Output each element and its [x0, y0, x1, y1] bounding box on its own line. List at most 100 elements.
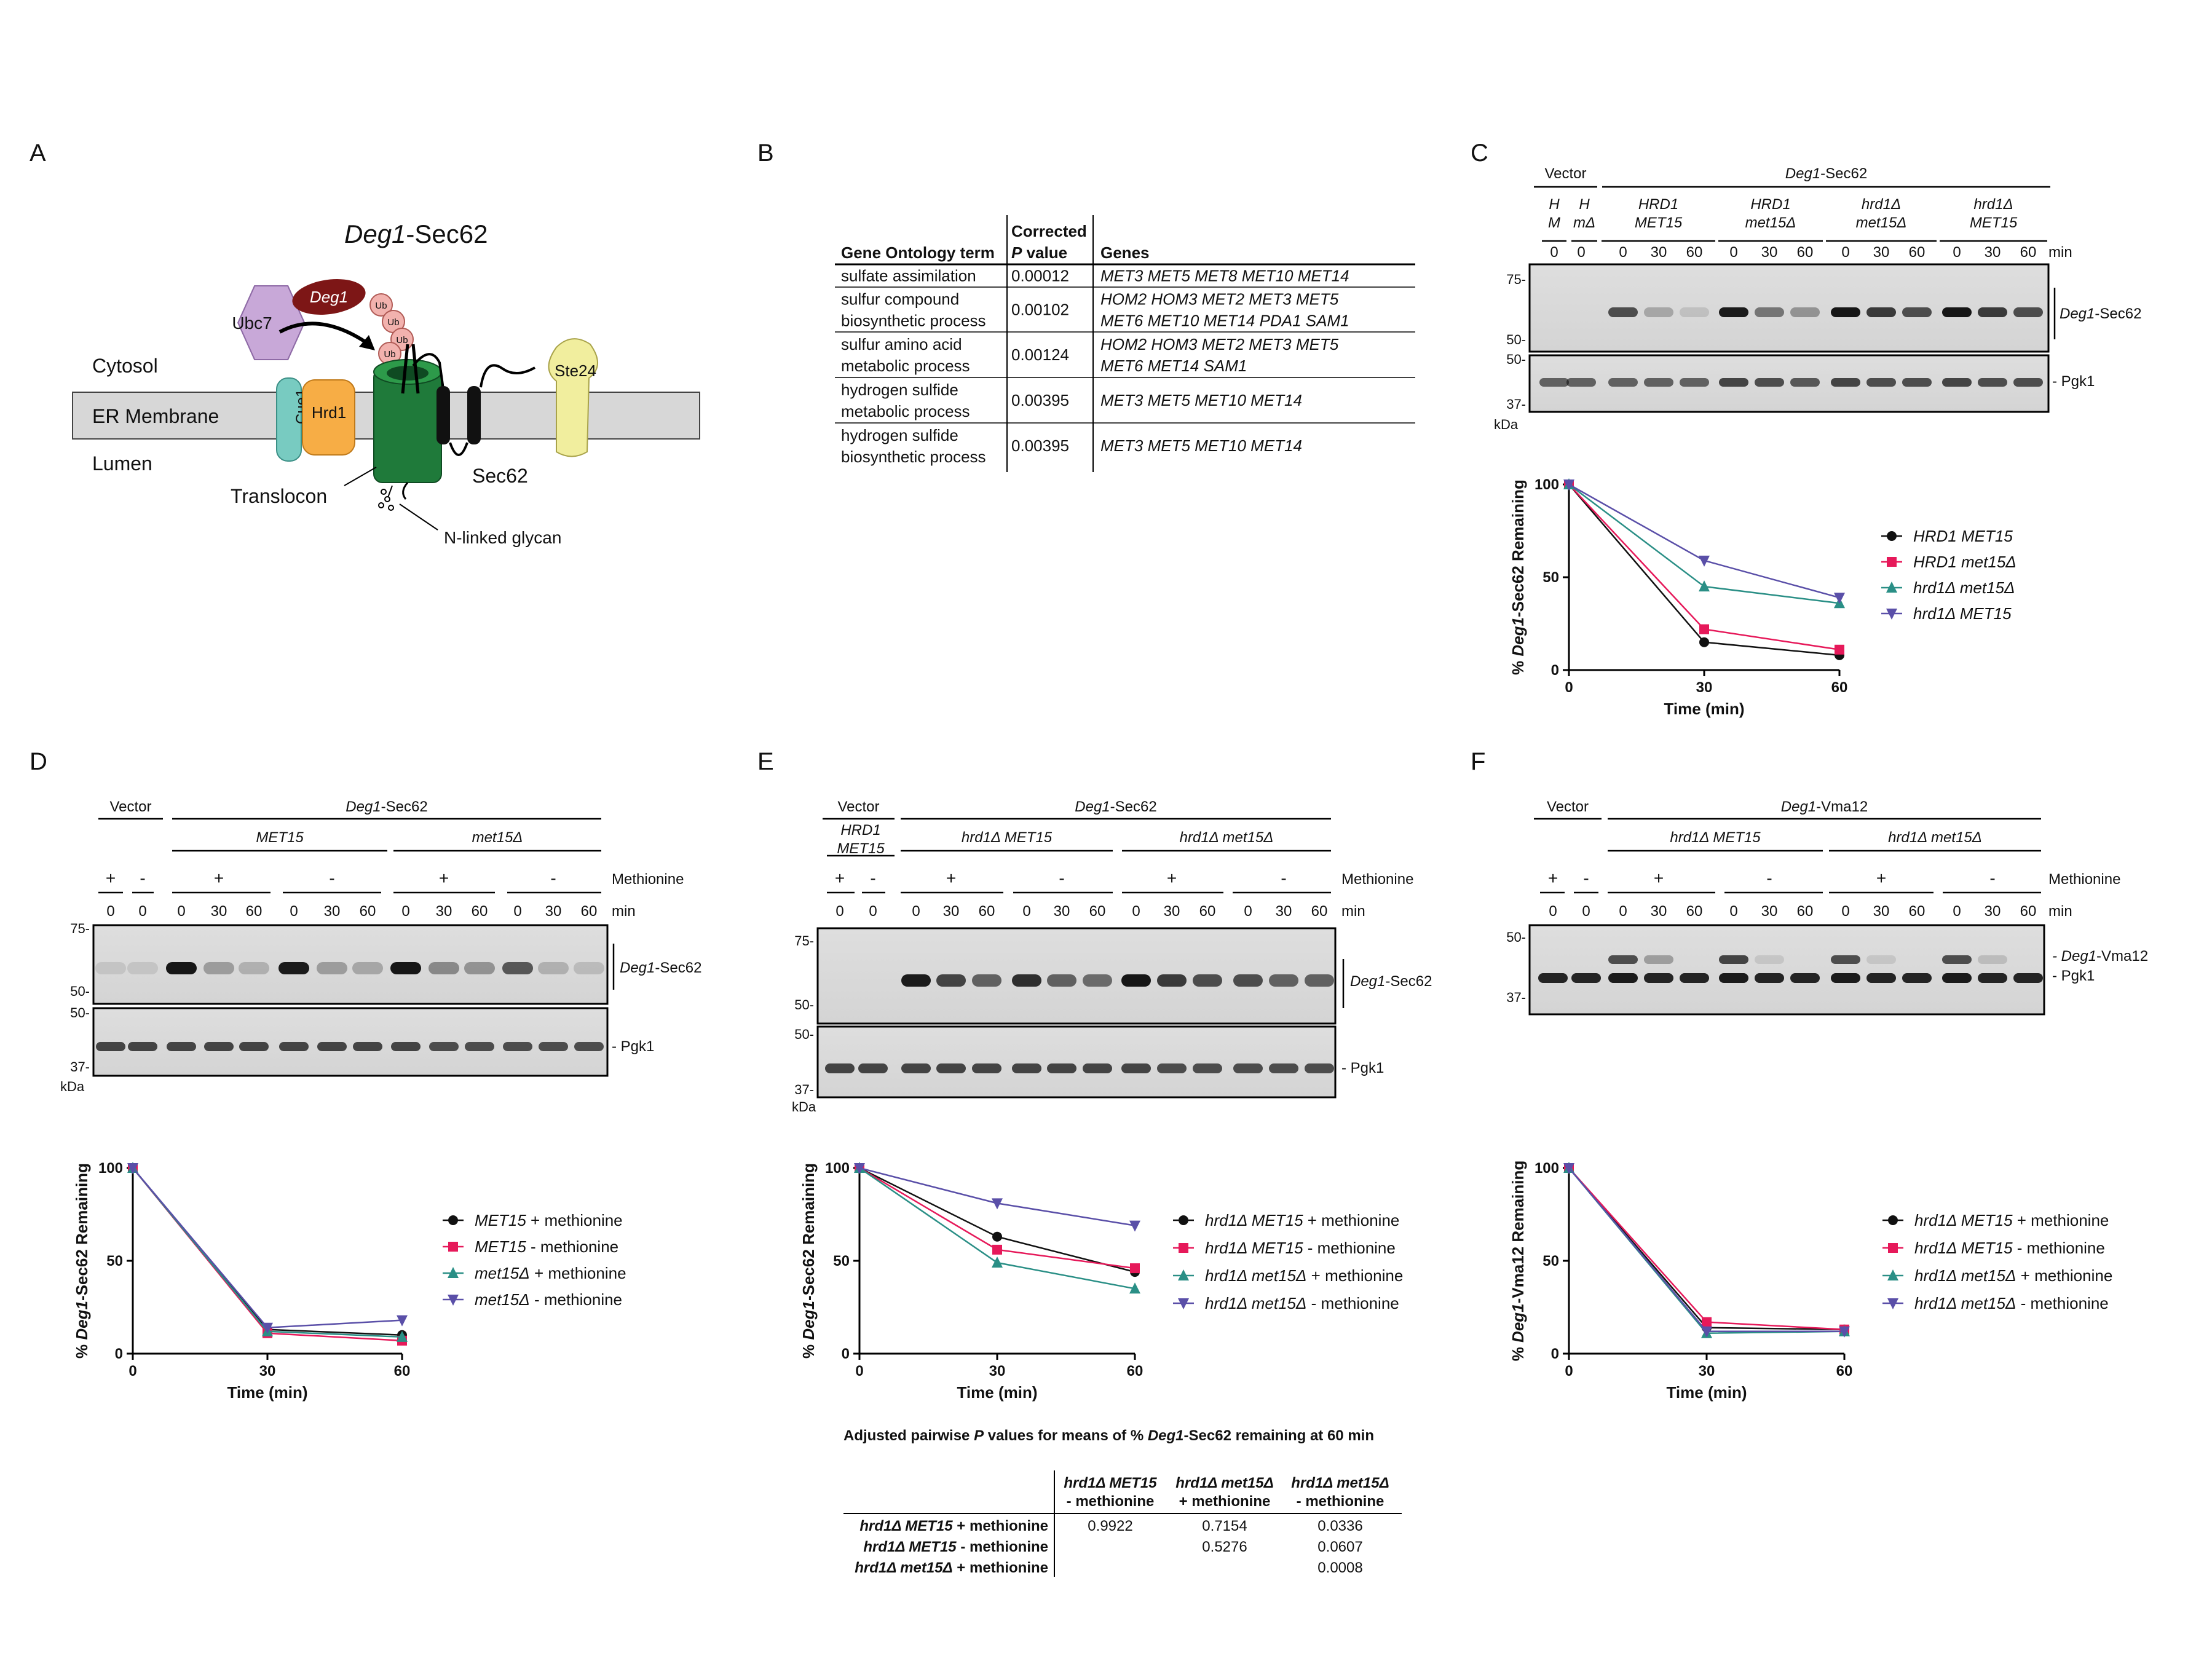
time-label: 30	[1873, 244, 1890, 261]
band	[204, 1042, 234, 1051]
x-tick-label: 30	[259, 1363, 276, 1379]
series-line	[132, 1167, 403, 1329]
label-span: -Sec62	[1820, 165, 1867, 182]
ubiquitin-transfer-arrow	[278, 322, 370, 346]
legend-label: MET15 + methionine	[475, 1211, 623, 1229]
svg-text:Ub: Ub	[387, 317, 399, 328]
time-label: 30	[1164, 903, 1180, 920]
pvalue-row-label: hrd1Δ met15Δ + methionine	[855, 1560, 1048, 1576]
legend-marker	[1886, 609, 1897, 620]
band	[1942, 378, 1972, 387]
data-point	[397, 1330, 408, 1342]
methionine-sign: -	[140, 869, 145, 888]
min-label: min	[612, 903, 636, 920]
band	[96, 1042, 125, 1051]
legend-entry: hrd1Δ MET15	[1881, 604, 2012, 623]
label-text: MET6 MET14 SAM1	[1100, 357, 1247, 375]
series-line	[132, 1167, 403, 1336]
methionine-sign: -	[1281, 869, 1286, 888]
pvalue-row-label: hrd1Δ MET15 - methionine	[863, 1539, 1048, 1555]
ste24-shape	[548, 338, 598, 457]
band	[825, 1063, 855, 1073]
band	[317, 1042, 347, 1051]
time-label: 0	[1619, 903, 1627, 920]
label-text: Genes	[1100, 243, 1150, 262]
label-span: Vector	[837, 799, 879, 815]
time-label: 60	[1909, 244, 1926, 261]
time-label: 0	[1132, 903, 1140, 920]
lane-header: hrd1Δ met15Δ	[1888, 829, 1982, 846]
lane-header: H	[1549, 196, 1560, 213]
time-label: 0	[138, 903, 146, 920]
legend-label: MET15 - methionine	[475, 1237, 618, 1256]
label-text: sulfur compound	[841, 290, 959, 309]
time-label: 30	[211, 903, 227, 920]
band	[429, 1042, 459, 1051]
band	[502, 962, 533, 974]
band	[574, 1042, 604, 1051]
time-label: 60	[1199, 903, 1216, 920]
label-span: hrd1Δ met15Δ	[1205, 1266, 1306, 1285]
methionine-sign: +	[946, 869, 956, 888]
band	[1755, 973, 1784, 983]
series	[1563, 1163, 1850, 1338]
data-point	[127, 1163, 138, 1174]
mw-marker: 37-	[70, 1059, 90, 1075]
x-tick-label: 0	[1565, 1363, 1573, 1379]
time-label: 0	[513, 903, 521, 920]
band	[239, 962, 269, 974]
label-span: MET15	[1635, 215, 1683, 231]
data-point	[1129, 1220, 1140, 1232]
legend-entry: hrd1Δ MET15 + methionine	[1173, 1211, 1399, 1229]
label-span: HRD1 met15Δ	[1913, 553, 2016, 571]
series-line	[132, 1167, 403, 1338]
label-text: 0.00124	[1011, 345, 1069, 364]
band	[1121, 974, 1151, 987]
band	[1790, 973, 1820, 983]
time-label: 0	[1022, 903, 1030, 920]
mw-marker: 75-	[1506, 272, 1526, 287]
ubiquitin-chain: Ub Ub Ub Ub	[369, 293, 414, 365]
methionine-label: Methionine	[2048, 871, 2120, 888]
label-span: - methionine	[957, 1539, 1048, 1555]
label-text: metabolic process	[841, 402, 970, 420]
band	[203, 962, 234, 974]
x-tick-label: 30	[1696, 679, 1713, 696]
methionine-sign: -	[1766, 869, 1772, 888]
methionine-sign: +	[439, 869, 449, 888]
label-text: 0.00395	[1011, 436, 1069, 455]
table-row: hydrogen sulfide biosynthetic process 0.00…	[841, 426, 1302, 466]
data-point	[992, 1231, 1002, 1242]
y-tick-label: 100	[98, 1160, 123, 1177]
lumen-label: Lumen	[92, 452, 152, 475]
legend-label: hrd1Δ MET15 + methionine	[1205, 1211, 1399, 1229]
glycan-icon	[378, 485, 394, 511]
band	[1047, 974, 1076, 987]
band	[390, 962, 421, 974]
band	[1866, 973, 1896, 983]
mw-marker: 50-	[70, 984, 90, 999]
data-point	[854, 1163, 865, 1174]
legend-marker	[1886, 582, 1897, 593]
time-label: 60	[1797, 244, 1814, 261]
label-text: hydrogen sulfide	[841, 426, 958, 444]
band	[1831, 955, 1860, 964]
x-tick-label: 30	[1699, 1363, 1715, 1379]
band-label: - Pgk1	[612, 1038, 654, 1055]
label-span: value	[1022, 243, 1067, 262]
series-line	[132, 1167, 403, 1342]
glycan-label: N-linked glycan	[444, 528, 561, 547]
band	[1719, 307, 1748, 317]
methionine-label: Methionine	[612, 871, 684, 888]
time-label: 30	[1985, 903, 2001, 920]
label-span: - Pgk1	[612, 1038, 654, 1055]
data-point	[992, 1244, 1002, 1255]
band	[1978, 973, 2007, 983]
hrd1-shape	[302, 379, 355, 456]
label-text: sulfur amino acid	[841, 335, 962, 353]
schematic-title: Deg1-Sec62	[344, 219, 488, 248]
label-span: -Sec62	[1385, 973, 1432, 990]
